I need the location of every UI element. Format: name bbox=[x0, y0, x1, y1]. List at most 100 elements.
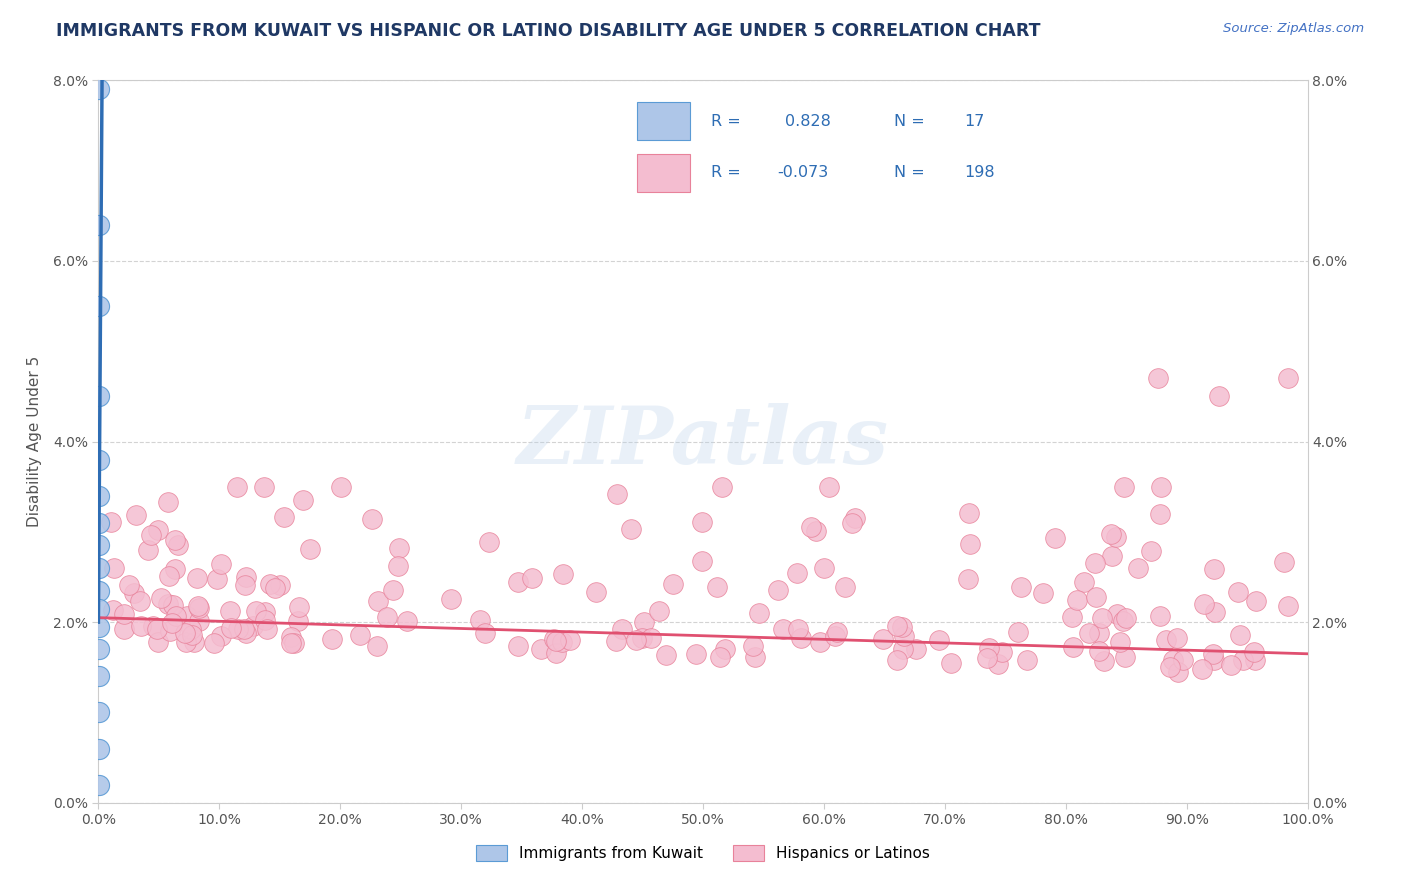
Point bbox=[1062, 640, 1084, 654]
Point bbox=[546, 646, 568, 660]
Point bbox=[1066, 593, 1088, 607]
Point bbox=[928, 633, 950, 648]
Point bbox=[748, 606, 770, 620]
Point bbox=[157, 569, 180, 583]
Point bbox=[891, 620, 914, 634]
Point bbox=[1112, 480, 1135, 494]
Point bbox=[1146, 371, 1168, 385]
Point bbox=[1126, 561, 1149, 575]
Point bbox=[321, 632, 343, 647]
Point bbox=[841, 516, 863, 530]
Point bbox=[165, 609, 187, 624]
Point bbox=[1202, 647, 1225, 661]
Point bbox=[186, 571, 208, 585]
Point bbox=[772, 622, 794, 636]
Point bbox=[474, 625, 496, 640]
Point bbox=[287, 615, 309, 629]
Point bbox=[103, 561, 125, 575]
Point bbox=[160, 616, 183, 631]
Point bbox=[131, 619, 153, 633]
Point bbox=[87, 82, 110, 96]
Point bbox=[87, 299, 110, 313]
Point bbox=[136, 543, 159, 558]
Point bbox=[1085, 591, 1108, 605]
Point bbox=[283, 636, 305, 650]
Point bbox=[112, 623, 135, 637]
Point bbox=[685, 647, 707, 661]
Point bbox=[226, 622, 249, 636]
Point bbox=[367, 594, 389, 608]
Point bbox=[219, 621, 242, 635]
Point bbox=[939, 656, 962, 670]
Point bbox=[1088, 643, 1111, 657]
Point bbox=[1060, 610, 1083, 624]
Point bbox=[1088, 625, 1111, 640]
Point bbox=[1277, 371, 1299, 385]
Point bbox=[1114, 649, 1136, 664]
Point bbox=[382, 582, 405, 597]
Point bbox=[101, 603, 124, 617]
Point bbox=[205, 572, 228, 586]
Point bbox=[149, 591, 172, 605]
Point bbox=[165, 533, 187, 548]
Point bbox=[808, 634, 831, 648]
Point bbox=[1150, 480, 1173, 494]
Point bbox=[1015, 653, 1038, 667]
Point bbox=[288, 600, 311, 615]
Point bbox=[256, 622, 278, 636]
Point bbox=[1194, 598, 1216, 612]
Point bbox=[1105, 607, 1128, 621]
Point bbox=[128, 594, 150, 608]
Point bbox=[1219, 658, 1241, 673]
Point bbox=[478, 534, 501, 549]
Point bbox=[766, 582, 789, 597]
Point bbox=[233, 622, 256, 636]
Point bbox=[891, 642, 914, 657]
Point bbox=[692, 553, 714, 567]
Point bbox=[1045, 531, 1067, 545]
Point bbox=[1163, 653, 1185, 667]
Point bbox=[804, 524, 827, 538]
Point bbox=[551, 567, 574, 582]
Point bbox=[87, 583, 110, 598]
Point bbox=[714, 642, 737, 657]
Point bbox=[235, 626, 257, 640]
Point bbox=[633, 615, 655, 629]
Point bbox=[122, 586, 145, 600]
Point bbox=[1109, 635, 1132, 649]
Point bbox=[506, 574, 529, 589]
Point bbox=[87, 642, 110, 657]
Point bbox=[209, 629, 232, 643]
Point bbox=[387, 558, 409, 573]
Point bbox=[259, 577, 281, 591]
Point bbox=[834, 580, 856, 594]
Point bbox=[1149, 507, 1171, 521]
Point bbox=[1084, 556, 1107, 570]
Point bbox=[1204, 562, 1226, 576]
Point bbox=[1243, 645, 1265, 659]
Point bbox=[1092, 654, 1115, 668]
Point bbox=[264, 581, 287, 595]
Point bbox=[558, 632, 581, 647]
Point bbox=[1105, 530, 1128, 544]
Point bbox=[167, 539, 190, 553]
Point bbox=[886, 619, 908, 633]
Text: ZIPatlas: ZIPatlas bbox=[517, 403, 889, 480]
Point bbox=[156, 597, 179, 611]
Point bbox=[1205, 606, 1227, 620]
Point bbox=[742, 640, 765, 654]
Point bbox=[1191, 663, 1213, 677]
Point bbox=[706, 580, 728, 594]
Point bbox=[187, 600, 209, 615]
Point bbox=[87, 669, 110, 683]
Point bbox=[87, 389, 110, 403]
Point bbox=[299, 542, 322, 557]
Point bbox=[1167, 665, 1189, 680]
Point bbox=[709, 649, 731, 664]
Point bbox=[87, 516, 110, 530]
Point bbox=[817, 480, 839, 494]
Point bbox=[550, 634, 572, 648]
Point bbox=[360, 512, 382, 526]
Point bbox=[470, 613, 492, 627]
Point bbox=[242, 619, 264, 633]
